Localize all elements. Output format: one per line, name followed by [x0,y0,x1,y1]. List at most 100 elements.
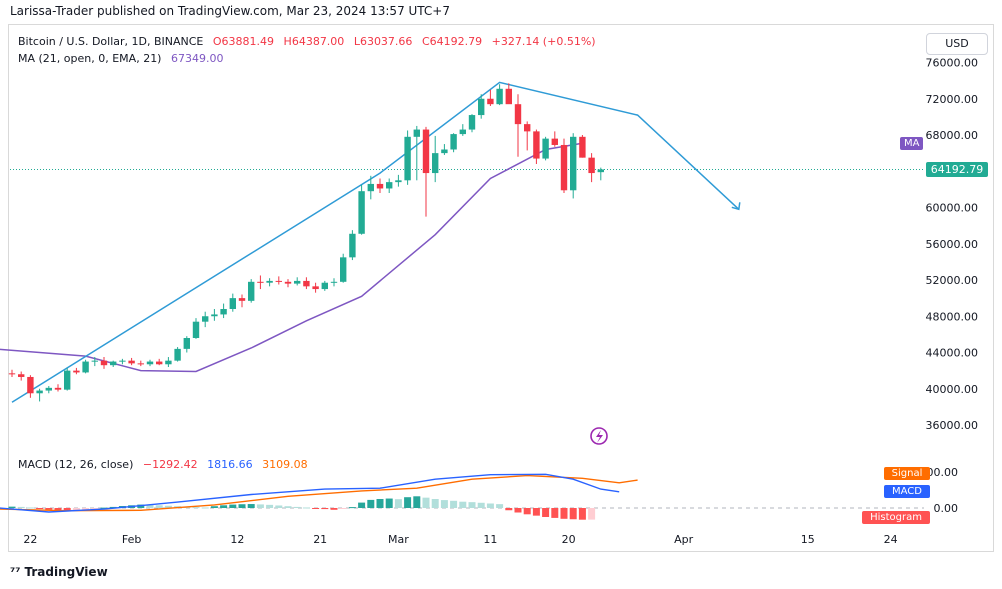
histogram-bar [477,502,485,508]
histogram-bar [109,506,117,508]
candle [119,358,126,365]
histogram-bar [220,505,228,508]
price-tick-label: 56000.00 [926,238,979,251]
histogram-bar [431,499,439,508]
candle-body [266,280,273,283]
candle [542,136,549,161]
candle-body [100,360,108,366]
histogram-bar [36,508,44,509]
histogram-bar [367,499,375,508]
projection-line [11,81,740,403]
histogram-layer [8,496,596,520]
candle [367,175,374,200]
histogram-bar [560,508,568,519]
time-tick-label: Apr [674,533,694,546]
macd-hist-value: −1292.42 [142,458,198,471]
histogram-bar [164,505,172,508]
histogram-bar [459,501,467,508]
time-tick-label: 12 [230,533,244,546]
candle [524,121,531,151]
histogram-bar [266,504,274,508]
histogram-bar [440,500,448,508]
candle-body [119,360,126,362]
candle [27,375,34,398]
ma-legend: MA (21, open, 0, EMA, 21) 67349.00 [18,52,229,65]
candle-body [192,321,200,338]
ma-layer [0,142,583,373]
signal-line [0,474,638,512]
candle [294,277,301,286]
candle-body [422,129,430,174]
candle [450,133,457,153]
candle-body [349,233,356,258]
candle [459,124,466,136]
histogram-bar [155,505,163,508]
time-tick-label: 24 [884,533,898,546]
candle [303,277,310,290]
candle [64,367,71,391]
candle [73,367,80,375]
candle [18,371,25,381]
candle-body [340,257,347,282]
histogram-bar [339,508,347,509]
candle-body [91,360,98,362]
histogram-bar [486,503,494,508]
candle [312,282,319,293]
macd-line [0,473,620,513]
candle-body [8,373,16,375]
histogram-bar [17,506,25,508]
ma-badge: MA [900,137,924,150]
ma-label: MA (21, open, 0, EMA, 21) [18,52,162,65]
candle [570,133,577,199]
histogram-bar [229,504,237,508]
histogram-bar [247,504,255,508]
candle-body [358,191,365,234]
histogram-bar [284,506,292,508]
candle [386,178,393,193]
histogram-bar [376,499,384,508]
lightning-icon[interactable] [590,427,608,445]
price-tick-label: 68000.00 [926,129,979,142]
candle-body [432,153,439,174]
candle-body [54,387,62,390]
histogram-bar [358,502,366,508]
time-tick-label: Mar [388,533,409,546]
candle-body [505,88,512,105]
candle [579,135,586,158]
candle-body [551,138,558,145]
candle-body [579,136,586,158]
time-tick-label: 21 [313,533,327,546]
histogram-bar [26,507,34,509]
histogram-bar [146,504,154,508]
macd-line-value: 1816.66 [207,458,253,471]
candle-body [395,180,402,183]
histogram-bar [422,497,430,508]
candle [349,230,356,261]
histogram-bar [100,507,108,509]
candle-body [110,361,117,366]
histogram-bar [330,508,338,510]
time-tick-label: 15 [801,533,815,546]
ma-line [0,142,583,373]
candle [8,369,16,377]
candle [441,144,448,155]
candle-body [542,138,549,159]
candle-body [588,157,595,174]
price-tick-label: 44000.00 [926,347,979,360]
price-tick-label: 72000.00 [926,93,979,106]
candle [597,167,604,181]
candle [100,357,108,369]
candle [220,303,227,319]
candle [340,253,347,283]
candle [284,279,292,288]
candle-body [524,124,531,132]
time-tick-label: 11 [483,533,497,546]
candle [330,278,338,287]
candle [257,275,264,290]
candle [358,184,365,235]
candle-body [560,144,568,191]
projection-layer [11,81,741,403]
currency-button[interactable]: USD [926,33,988,55]
macd-signal-value: 3109.08 [262,458,308,471]
histogram-bar [551,508,559,518]
